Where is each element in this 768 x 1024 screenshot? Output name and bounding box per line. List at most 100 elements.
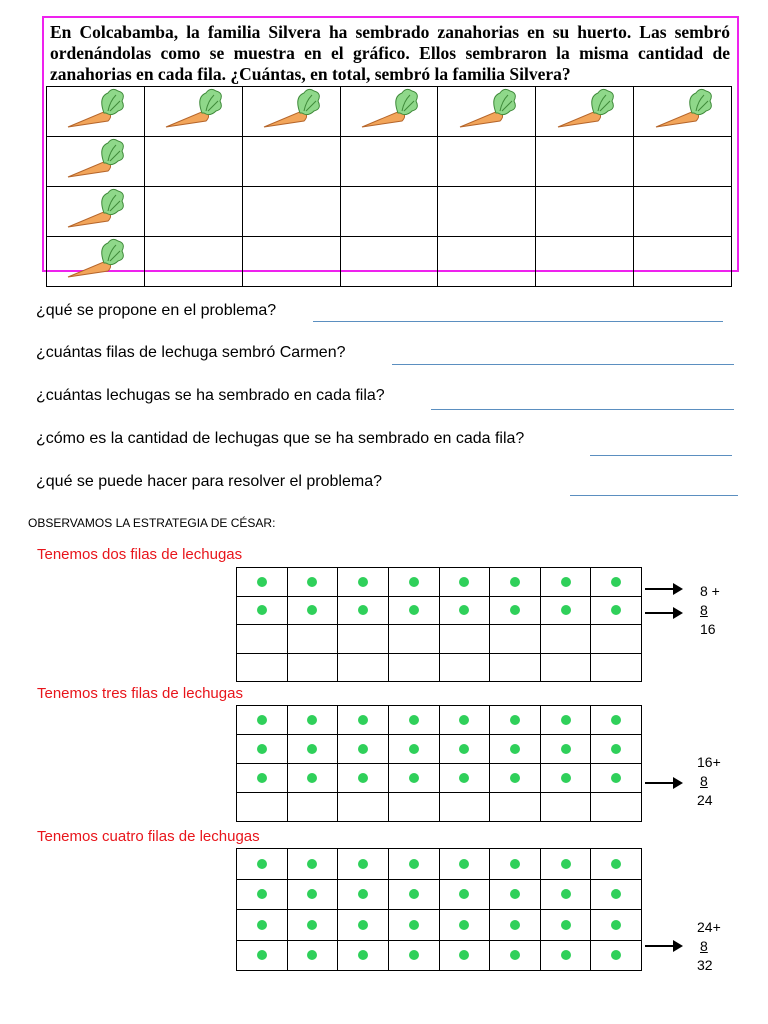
grid-cell <box>337 909 389 941</box>
carrot-cell <box>46 136 145 187</box>
grid-cell <box>438 652 491 682</box>
lettuce-dot-icon <box>358 576 369 587</box>
grid-cell <box>539 878 592 910</box>
grid-row <box>236 652 642 682</box>
grid-cell <box>438 848 491 880</box>
grid-row <box>236 567 642 597</box>
grid-cell <box>337 652 389 682</box>
grid-row <box>236 624 642 654</box>
grid-cell <box>539 652 592 682</box>
lettuce-dot-icon <box>560 576 571 587</box>
carrot-cell <box>241 136 341 187</box>
carrot-cell <box>437 186 537 237</box>
lettuce-dot-icon <box>509 605 520 616</box>
lettuce-dot-icon <box>307 714 318 725</box>
grid-row <box>236 595 642 625</box>
grid-cell <box>286 909 339 941</box>
grid-cell <box>387 792 440 822</box>
lettuce-dot-icon <box>459 889 470 900</box>
carrot-cell <box>46 236 145 287</box>
lettuce-dot-icon <box>256 743 267 754</box>
grid-cell <box>590 624 642 654</box>
lettuce-dot-icon <box>307 576 318 587</box>
carrot-cell <box>535 86 635 137</box>
grid-row <box>236 939 642 971</box>
sum-addend: 8 + <box>700 583 720 599</box>
lettuce-dot-icon <box>611 714 622 725</box>
grid-cell <box>590 848 642 880</box>
grid-cell <box>286 705 339 735</box>
grid-cell <box>387 624 440 654</box>
lettuce-dot-icon <box>459 605 470 616</box>
grid-cell <box>438 705 491 735</box>
lettuce-dot-icon <box>611 605 622 616</box>
carrot-icon <box>260 88 322 135</box>
grid-cell <box>438 567 491 597</box>
grid-cell <box>539 567 592 597</box>
lettuce-dot-icon <box>560 714 571 725</box>
grid-cell <box>387 652 440 682</box>
grid-row <box>236 909 642 941</box>
carrot-cell <box>241 186 341 237</box>
carrot-cell <box>46 186 145 237</box>
lettuce-dot-icon <box>459 576 470 587</box>
grid-cell <box>590 763 642 793</box>
grid-cell <box>489 705 541 735</box>
answer-line-2[interactable] <box>392 364 734 365</box>
grid-cell <box>286 567 339 597</box>
grid-cell <box>489 652 541 682</box>
carrot-icon <box>64 88 126 135</box>
strategy-label-3: Tenemos cuatro filas de lechugas <box>37 828 260 845</box>
carrot-cell <box>535 186 635 237</box>
lettuce-dot-icon <box>358 743 369 754</box>
grid-cell <box>337 939 389 971</box>
answer-line-1[interactable] <box>313 321 723 322</box>
carrot-cell <box>633 136 732 187</box>
grid-cell <box>337 595 389 625</box>
lettuce-dot-icon <box>256 605 267 616</box>
grid-cell <box>489 939 541 971</box>
lettuce-dot-icon <box>408 714 419 725</box>
lettuce-dot-icon <box>611 743 622 754</box>
problem-text: En Colcabamba, la familia Silvera ha sem… <box>50 22 730 85</box>
question-1: ¿qué se propone en el problema? <box>36 302 277 319</box>
carrot-cell <box>437 86 537 137</box>
grid-cell <box>387 705 440 735</box>
lettuce-dot-icon <box>256 576 267 587</box>
grid-cell <box>236 792 288 822</box>
answer-line-4[interactable] <box>590 455 732 456</box>
grid-cell <box>387 909 440 941</box>
grid-cell <box>489 624 541 654</box>
grid-row <box>236 878 642 910</box>
grid-cell <box>236 567 288 597</box>
grid-cell <box>236 624 288 654</box>
grid-cell <box>539 848 592 880</box>
lettuce-dot-icon <box>611 576 622 587</box>
grid-cell <box>489 734 541 764</box>
lettuce-dot-icon <box>307 743 318 754</box>
carrot-table <box>46 86 732 287</box>
sum-addend: 8 <box>700 773 708 789</box>
lettuce-dot-icon <box>358 714 369 725</box>
grid-cell <box>489 763 541 793</box>
grid-cell <box>539 939 592 971</box>
lettuce-dot-icon <box>307 858 318 869</box>
grid-cell <box>438 939 491 971</box>
lettuce-dot-icon <box>509 919 520 930</box>
answer-line-3[interactable] <box>431 409 734 410</box>
answer-line-5[interactable] <box>570 495 738 496</box>
lettuce-dot-icon <box>509 743 520 754</box>
grid-cell <box>286 734 339 764</box>
lettuce-dot-icon <box>256 950 267 961</box>
lettuce-dot-icon <box>256 772 267 783</box>
sum-addend: 24+ <box>697 919 721 935</box>
lettuce-dot-icon <box>307 889 318 900</box>
lettuce-dot-icon <box>358 772 369 783</box>
carrot-cell <box>437 236 537 287</box>
grid-cell <box>387 595 440 625</box>
problem-line: En Colcabamba, la familia Silvera ha sem… <box>50 22 730 42</box>
grid-cell <box>236 848 288 880</box>
lettuce-dot-icon <box>358 858 369 869</box>
carrot-icon <box>554 88 616 135</box>
grid-cell <box>489 595 541 625</box>
